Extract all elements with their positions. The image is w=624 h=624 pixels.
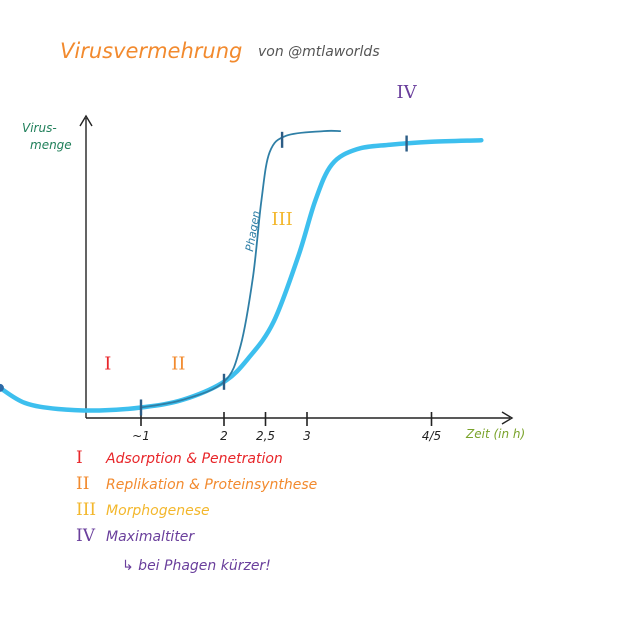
y-axis-label-line1: Virus- — [22, 121, 57, 135]
phase-label-IV: IV — [397, 82, 418, 103]
x-tick-label: 3 — [303, 429, 311, 443]
x-tick-label: ~1 — [132, 429, 150, 443]
author-credit: von @mtlaworlds — [258, 44, 380, 60]
legend-text: Maximaltiter — [106, 529, 195, 545]
x-axis-label: Zeit (in h) — [465, 427, 525, 441]
legend-numeral: II — [76, 474, 89, 494]
legend-text: Adsorption & Penetration — [105, 451, 283, 467]
legend-numeral: III — [76, 500, 96, 520]
virus-curve-main — [0, 137, 484, 413]
phase-markers — [139, 131, 408, 416]
diagram-title: Virusvermehrung — [60, 39, 242, 63]
legend-numeral: I — [76, 448, 83, 468]
y-axis-label-line2: menge — [30, 138, 72, 152]
virus-curve-phagen — [140, 129, 342, 409]
legend-text: Replikation & Proteinsynthese — [106, 477, 317, 493]
phase-label-II: II — [171, 354, 185, 375]
x-tick-label: 2,5 — [256, 429, 275, 443]
x-axis-arrow — [501, 411, 514, 425]
phase-label-I: I — [104, 354, 111, 375]
start-point — [0, 383, 4, 392]
phase-legend: I Adsorption & Penetration II Replikation &… — [76, 448, 317, 546]
x-tick-label: 4/5 — [422, 429, 441, 443]
axes — [79, 114, 514, 425]
phage-note: ↳ bei Phagen kürzer! — [122, 558, 271, 574]
y-axis-arrow — [79, 114, 93, 127]
x-tick-label: 2 — [220, 429, 228, 443]
phase-label-III: III — [271, 209, 292, 230]
legend-numeral: IV — [76, 526, 96, 546]
x-axis-ticks: ~1 2 2,5 3 4/5 — [132, 412, 441, 443]
curves — [0, 129, 484, 413]
phage-curve-label: Phagen — [243, 210, 263, 253]
legend-text: Morphogenese — [106, 503, 210, 519]
